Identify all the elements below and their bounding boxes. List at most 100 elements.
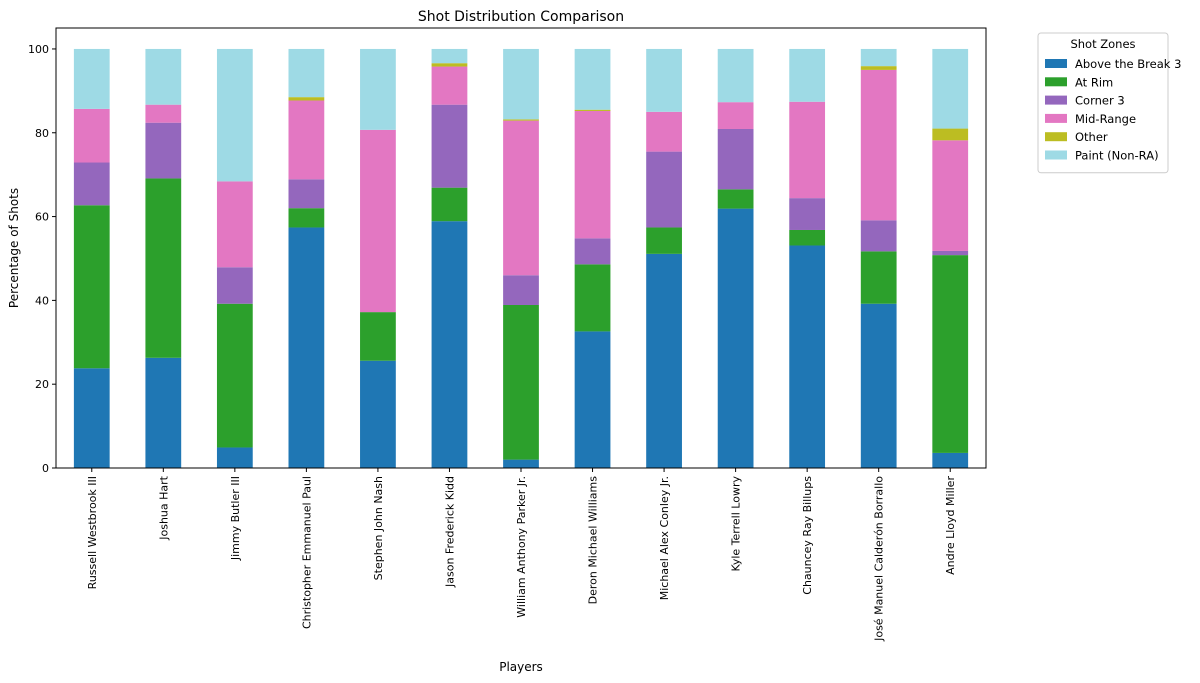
bar-above-the-break-3-russell-westbrook-iii [73, 368, 110, 468]
bar-paint-non-ra-jason-frederick-kidd [431, 48, 468, 64]
bar-at-rim-christopher-emmanuel-paul [288, 208, 325, 228]
bar-corner-3-chauncey-ray-billups [789, 198, 826, 230]
bar-other-jose-manuel-calderon-borrallo [860, 66, 897, 70]
x-axis: Russell Westbrook III Joshua Hart Jimmy Bu… [86, 468, 957, 642]
x-tick-label-andre-lloyd-miller: Andre Lloyd Miller [944, 476, 957, 575]
legend-label-at-rim: At Rim [1075, 75, 1113, 89]
bar-mid-range-william-anthony-parker-jr [503, 120, 539, 276]
bar-corner-3-jimmy-butler-iii [216, 267, 253, 304]
bar-paint-non-ra-andre-lloyd-miller [932, 48, 969, 129]
legend-swatch-at-rim [1045, 77, 1067, 87]
bar-mid-range-christopher-emmanuel-paul [288, 100, 325, 180]
bar-mid-range-russell-westbrook-iii [73, 108, 110, 163]
bar-paint-non-ra-william-anthony-parker-jr [503, 48, 539, 120]
bar-other-jason-frederick-kidd [431, 63, 468, 67]
legend-label-corner-3: Corner 3 [1075, 94, 1125, 108]
y-tick-label: 100 [28, 43, 49, 56]
bar-above-the-break-3-christopher-emmanuel-paul [288, 227, 325, 468]
legend-label-above-the-break-3: Above the Break 3 [1075, 57, 1181, 71]
bar-above-the-break-3-andre-lloyd-miller [932, 452, 969, 468]
x-tick-label-william-anthony-parker-jr: William Anthony Parker Jr. [515, 476, 528, 618]
bar-mid-range-jimmy-butler-iii [216, 181, 253, 268]
bar-at-rim-deron-michael-williams [574, 264, 611, 332]
bar-corner-3-william-anthony-parker-jr [503, 275, 539, 305]
y-tick-label: 60 [35, 211, 49, 224]
bar-corner-3-jose-manuel-calderon-borrallo [860, 220, 897, 252]
bar-mid-range-michael-alex-conley-jr [646, 111, 682, 152]
bar-at-rim-jason-frederick-kidd [431, 187, 468, 222]
bar-at-rim-joshua-hart [145, 178, 182, 358]
x-tick-label-kyle-terrell-lowry: Kyle Terrell Lowry [730, 476, 743, 572]
bar-at-rim-russell-westbrook-iii [73, 205, 110, 369]
x-tick-label-michael-alex-conley-jr: Michael Alex Conley Jr. [658, 476, 671, 600]
bar-at-rim-michael-alex-conley-jr [646, 227, 682, 254]
bar-paint-non-ra-jose-manuel-calderon-borrallo [860, 48, 897, 67]
bar-above-the-break-3-jason-frederick-kidd [431, 221, 468, 468]
legend-swatch-paint-non-ra [1045, 150, 1067, 160]
bar-other-andre-lloyd-miller [932, 128, 969, 141]
bar-at-rim-kyle-terrell-lowry [717, 189, 754, 209]
bar-corner-3-jason-frederick-kidd [431, 104, 468, 188]
bar-mid-range-jason-frederick-kidd [431, 66, 468, 105]
bar-at-rim-jimmy-butler-iii [216, 303, 253, 448]
bar-paint-non-ra-deron-michael-williams [574, 48, 611, 110]
bar-above-the-break-3-stephen-john-nash [360, 360, 396, 468]
x-tick-label-jimmy-butler-iii: Jimmy Butler III [229, 476, 242, 561]
bar-mid-range-stephen-john-nash [360, 129, 396, 313]
bar-mid-range-andre-lloyd-miller [932, 140, 969, 251]
bar-mid-range-kyle-terrell-lowry [717, 102, 754, 129]
bar-corner-3-michael-alex-conley-jr [646, 151, 682, 228]
bar-paint-non-ra-kyle-terrell-lowry [717, 48, 754, 103]
legend-swatch-above-the-break-3 [1045, 59, 1067, 68]
bar-corner-3-russell-westbrook-iii [73, 162, 110, 206]
bar-paint-non-ra-russell-westbrook-iii [73, 48, 110, 109]
bar-other-deron-michael-williams [574, 109, 611, 111]
bar-paint-non-ra-michael-alex-conley-jr [646, 48, 682, 112]
bar-above-the-break-3-jimmy-butler-iii [216, 447, 253, 468]
bar-at-rim-stephen-john-nash [360, 312, 396, 361]
x-axis-label: Players [499, 660, 543, 674]
legend-swatch-other [1045, 132, 1067, 142]
chart-title: Shot Distribution Comparison [418, 9, 624, 25]
bar-paint-non-ra-stephen-john-nash [360, 48, 396, 130]
bar-at-rim-jose-manuel-calderon-borrallo [860, 251, 897, 304]
bar-corner-3-joshua-hart [145, 122, 182, 179]
bar-other-christopher-emmanuel-paul [288, 97, 325, 101]
plot-frame [55, 27, 987, 469]
bar-at-rim-andre-lloyd-miller [932, 255, 969, 453]
bar-mid-range-jose-manuel-calderon-borrallo [860, 69, 897, 221]
bar-paint-non-ra-christopher-emmanuel-paul [288, 48, 325, 98]
bar-above-the-break-3-william-anthony-parker-jr [503, 459, 539, 468]
y-axis-label: Percentage of Shots [7, 188, 21, 308]
legend-label-mid-range: Mid-Range [1075, 112, 1136, 126]
x-tick-label-stephen-john-nash: Stephen John Nash [372, 476, 385, 580]
x-tick-label-jason-frederick-kidd: Jason Frederick Kidd [443, 476, 456, 588]
bar-at-rim-chauncey-ray-billups [789, 229, 826, 246]
bar-corner-3-christopher-emmanuel-paul [288, 179, 325, 209]
bar-above-the-break-3-chauncey-ray-billups [789, 245, 826, 468]
x-tick-label-deron-michael-williams: Deron Michael Williams [587, 476, 600, 605]
legend-swatch-mid-range [1045, 113, 1067, 123]
bar-corner-3-kyle-terrell-lowry [717, 128, 754, 190]
y-tick-label: 80 [35, 127, 49, 140]
bar-corner-3-deron-michael-williams [574, 238, 611, 265]
legend-title: Shot Zones [1070, 37, 1135, 51]
y-axis: 0 20 40 60 80 100 [28, 43, 56, 475]
legend-label-paint-non-ra: Paint (Non-RA) [1075, 149, 1159, 163]
bar-above-the-break-3-jose-manuel-calderon-borrallo [860, 303, 897, 468]
bars-group [73, 48, 969, 468]
x-tick-label-jose-manuel-calderon-borrallo: José Manuel Calderón Borrallo [873, 476, 886, 642]
bar-above-the-break-3-michael-alex-conley-jr [646, 253, 682, 468]
bar-above-the-break-3-deron-michael-williams [574, 331, 611, 468]
bar-corner-3-andre-lloyd-miller [932, 250, 969, 256]
legend-label-other: Other [1075, 130, 1108, 144]
y-tick-label: 20 [35, 378, 49, 391]
bar-at-rim-william-anthony-parker-jr [503, 304, 539, 460]
bar-mid-range-joshua-hart [145, 104, 182, 123]
x-tick-label-chauncey-ray-billups: Chauncey Ray Billups [801, 476, 814, 595]
bar-paint-non-ra-joshua-hart [145, 48, 182, 105]
x-tick-label-joshua-hart: Joshua Hart [157, 475, 170, 540]
x-tick-label-russell-westbrook-iii: Russell Westbrook III [86, 476, 99, 589]
